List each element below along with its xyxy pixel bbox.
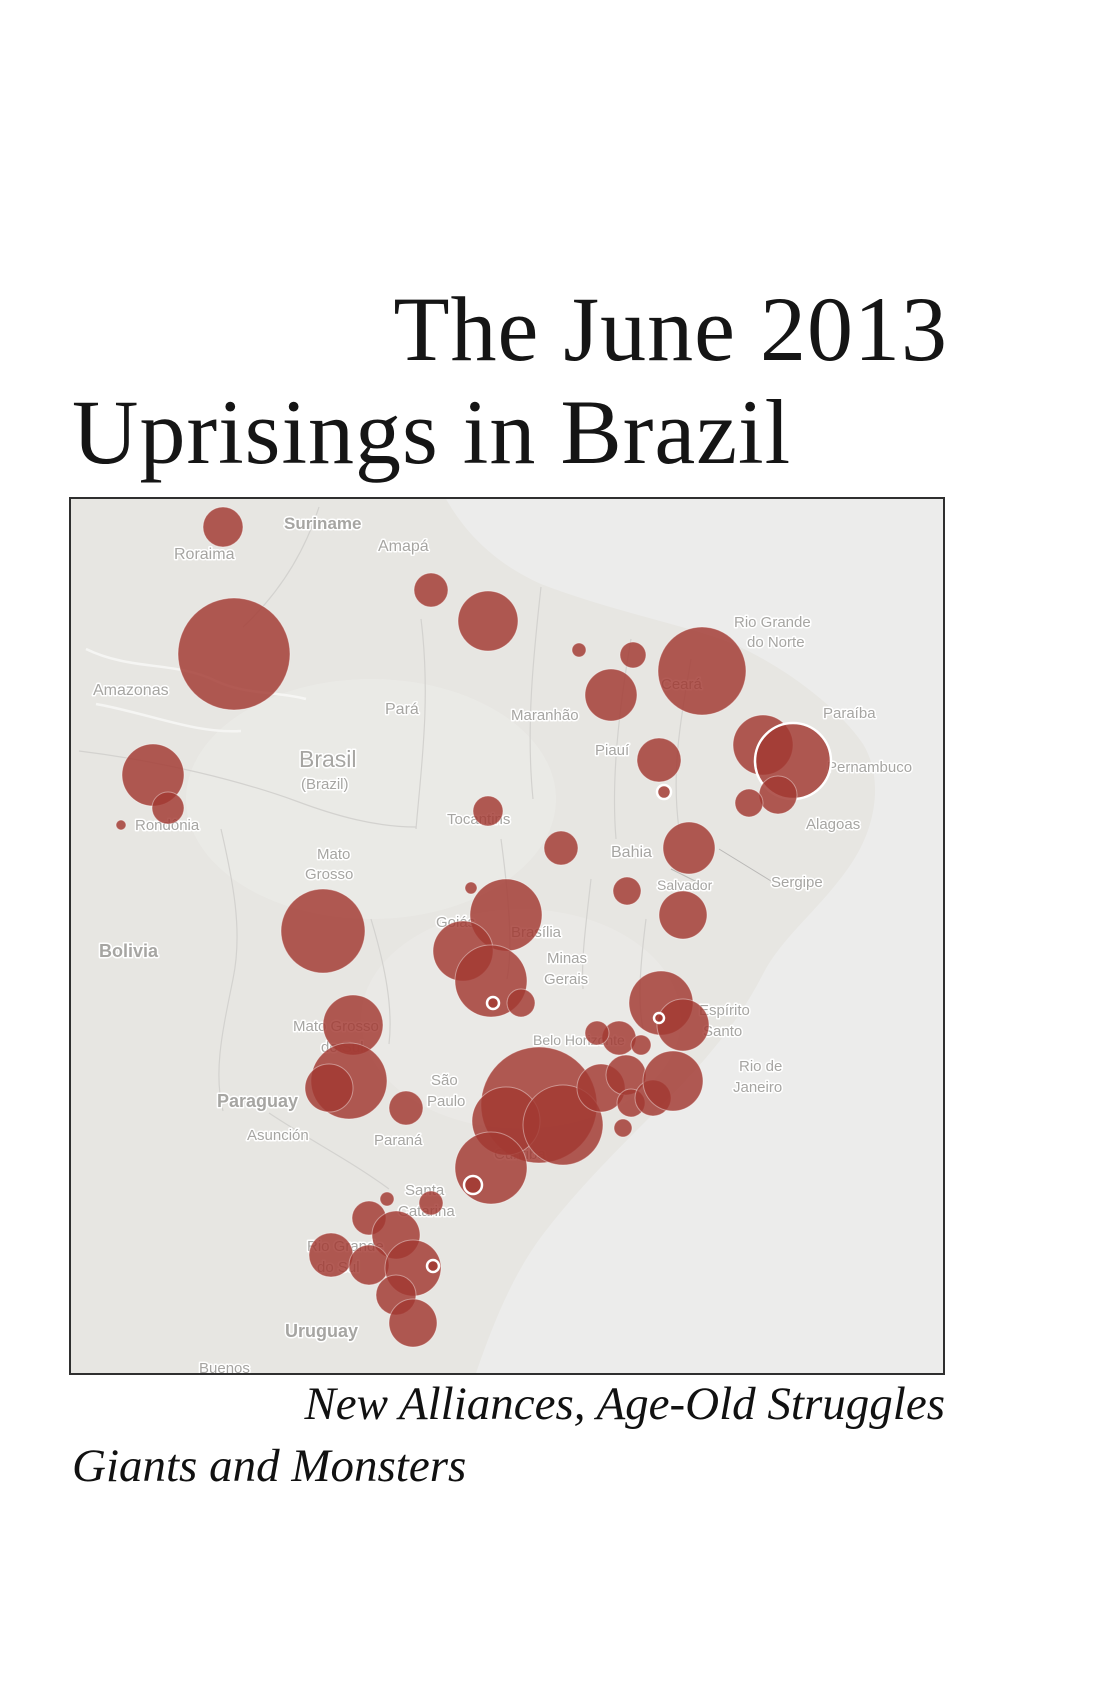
protest-bubble: [379, 1191, 395, 1207]
map-label-suriname: Suriname: [284, 514, 361, 533]
subtitle-right: New Alliances, Age-Old Struggles: [304, 1378, 945, 1430]
protest-bubble: [472, 795, 504, 827]
map-label-alagoas: Alagoas: [806, 816, 860, 833]
map-label-paraguay: Paraguay: [217, 1091, 298, 1111]
map-label-bolivia: Bolivia: [99, 941, 159, 961]
protest-bubble: [662, 821, 716, 875]
map-label-rond-nia: Rondônia: [135, 817, 200, 834]
map-label-santo: Santo: [703, 1023, 742, 1040]
protest-bubble: [656, 998, 710, 1052]
page-title-line-1: The June 2013: [393, 278, 948, 380]
map-label-esp-rito: Espírito: [699, 1002, 750, 1019]
protest-bubble: [177, 597, 291, 711]
map-label-leader-lines: [670, 848, 772, 890]
protest-bubble: [655, 783, 673, 801]
page-title-line-2: Uprisings in Brazil: [72, 381, 792, 483]
map-label-gerais: Gerais: [544, 971, 588, 988]
protest-bubble: [619, 641, 647, 669]
protest-bubble: [413, 572, 449, 608]
protest-bubble: [630, 1034, 652, 1056]
map-bubbles: [115, 506, 833, 1348]
map-label-do-norte: do Norte: [747, 634, 805, 651]
map-label-piau-: Piauí: [595, 742, 630, 759]
protest-bubble: [308, 1232, 354, 1278]
protest-bubble: [734, 788, 764, 818]
map-label-paulo: Paulo: [427, 1093, 465, 1110]
protest-bubble: [388, 1298, 438, 1348]
protest-bubble: [571, 642, 587, 658]
protest-bubble: [462, 1174, 484, 1196]
map-label-amap-: Amapá: [378, 538, 429, 555]
map-label-par-: Pará: [385, 701, 419, 718]
map-label-s-o: São: [431, 1072, 458, 1089]
protest-bubble: [657, 626, 747, 716]
map-label-grosso: Grosso: [305, 866, 353, 883]
protest-bubble: [464, 881, 478, 895]
protest-bubble: [425, 1258, 441, 1274]
protest-bubble: [584, 1020, 610, 1046]
map-label-uruguay: Uruguay: [285, 1321, 358, 1341]
map-label-maranh-o: Maranhão: [511, 707, 579, 724]
map-label-pernambuco: Pernambuco: [827, 759, 912, 776]
map-frame: Suriname Roraima Amapá Amazonas Pará Maranhão…: [69, 497, 945, 1375]
map-label-bahia: Bahia: [611, 844, 652, 861]
map-label-salvador: Salvador: [657, 877, 713, 893]
protest-bubble: [506, 988, 536, 1018]
map-label--brazil-: (Brazil): [301, 776, 349, 793]
map-label-janeiro: Janeiro: [733, 1079, 782, 1096]
subtitle-left: Giants and Monsters: [72, 1440, 467, 1492]
map-label-rio-grande: Rio Grande: [734, 614, 811, 631]
protest-bubble: [485, 995, 501, 1011]
protest-bubble: [151, 791, 185, 825]
map-label-amazonas: Amazonas: [93, 682, 169, 699]
map-label-roraima: Roraima: [174, 546, 235, 563]
protest-bubble: [418, 1190, 444, 1216]
map-label-brasil: Brasil: [299, 746, 357, 772]
map-label-mato: Mato: [317, 846, 350, 863]
protest-bubble: [636, 737, 682, 783]
map-label-asunci-n: Asunción: [247, 1127, 309, 1144]
map-terrain-patch: [186, 679, 556, 919]
map-label-sergipe: Sergipe: [771, 874, 823, 891]
protest-bubble: [454, 1131, 528, 1205]
protest-bubble: [613, 1118, 633, 1138]
protest-bubble: [652, 1011, 666, 1025]
protest-bubble: [457, 590, 519, 652]
protest-bubble: [642, 1050, 704, 1112]
protest-bubble: [388, 1090, 424, 1126]
map-label-buenos: Buenos: [199, 1360, 250, 1373]
protest-bubble: [202, 506, 244, 548]
map-label-paran-: Paraná: [374, 1132, 423, 1149]
protest-bubble: [612, 876, 642, 906]
protest-bubble: [115, 819, 127, 831]
protest-bubble: [522, 1084, 604, 1166]
protest-bubble: [348, 1244, 390, 1286]
brazil-protest-bubble-map: Suriname Roraima Amapá Amazonas Pará Maranhão…: [71, 499, 943, 1373]
protest-bubble: [304, 1063, 354, 1113]
protest-bubble: [280, 888, 366, 974]
protest-bubble: [584, 668, 638, 722]
protest-bubble: [658, 890, 708, 940]
map-label-rio-de: Rio de: [739, 1058, 782, 1075]
protest-bubble: [543, 830, 579, 866]
map-label-minas: Minas: [547, 950, 587, 967]
protest-bubble: [758, 775, 798, 815]
map-label-para-ba: Paraíba: [823, 705, 876, 722]
